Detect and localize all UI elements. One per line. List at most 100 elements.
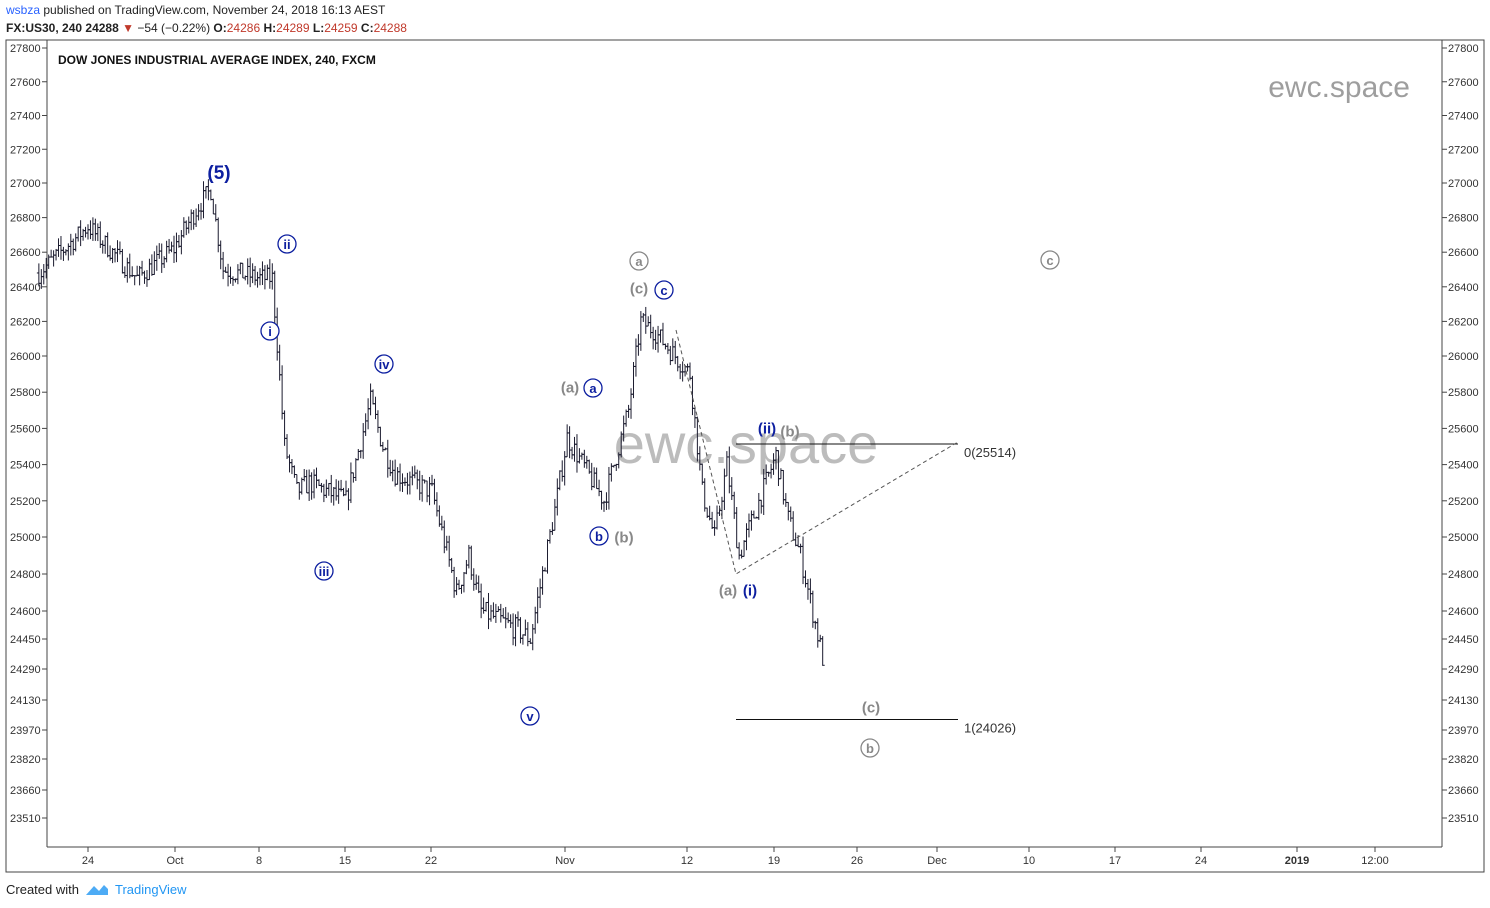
- wave-label: (a): [719, 582, 737, 599]
- ohlc-bar: [174, 232, 179, 263]
- ohlc-bar: [218, 240, 223, 270]
- ohlc-bar: [353, 458, 358, 481]
- ohlc-bar: [201, 181, 206, 219]
- ohlc-bar: [715, 505, 720, 530]
- y-tick-label-right: 24600: [1448, 606, 1479, 618]
- ohlc-bar: [430, 474, 434, 487]
- ohlc-bar: [299, 477, 304, 495]
- ohlc-bar: [798, 543, 803, 554]
- ohlc-bar: [41, 264, 46, 285]
- ohlc-bar: [49, 249, 54, 258]
- svg-text:ii: ii: [283, 237, 290, 252]
- ohlc-bar: [167, 238, 172, 254]
- fib-level-label: 1(24026): [964, 721, 1016, 736]
- ohlc-bar: [646, 316, 651, 327]
- ohlc-bar: [565, 424, 570, 458]
- svg-text:i: i: [268, 324, 272, 339]
- ohlc-bar: [285, 434, 290, 460]
- ohlc-bar: [545, 539, 550, 574]
- y-tick-label-right: 23660: [1448, 785, 1479, 797]
- ohlc-bar: [474, 574, 479, 590]
- ohlc-row: FX:US30, 240 24288 ▼ −54 (−0.22%) O:2428…: [6, 21, 407, 35]
- ohlc-bar: [73, 233, 78, 252]
- ohlc-bar: [653, 329, 658, 351]
- ohlc-bar: [484, 601, 489, 612]
- tradingview-link[interactable]: TradingView: [114, 882, 187, 897]
- ohlc-bar: [707, 505, 712, 521]
- ohlc-bar: [216, 217, 221, 253]
- y-tick-label-right: 24130: [1448, 695, 1479, 707]
- ohlc-bar: [513, 614, 518, 647]
- ohlc-bar: [248, 257, 253, 288]
- ohlc-bar: [464, 559, 469, 575]
- tradingview-logo-icon: [85, 884, 108, 895]
- author-link[interactable]: wsbza: [6, 3, 41, 17]
- ohlc-bar: [164, 240, 169, 263]
- ohlc-bar: [230, 276, 235, 286]
- ohlc-bar: [329, 474, 334, 503]
- wave-label-circled: iii: [314, 561, 334, 581]
- ohlc-bar: [117, 241, 122, 255]
- ohlc-bar: [115, 240, 120, 263]
- ohlc-bar: [331, 487, 336, 506]
- ohlc-bar: [56, 238, 61, 257]
- wave-label: (a): [561, 379, 579, 396]
- y-tick-label-left: 25800: [10, 387, 41, 399]
- ohlc-bar: [159, 243, 164, 273]
- ohlc-bar: [253, 265, 258, 286]
- high-label: H:: [263, 21, 277, 35]
- ohlc-bar: [398, 463, 403, 492]
- ohlc-bar: [688, 362, 692, 381]
- created-with-text: Created with: [6, 882, 79, 897]
- ohlc-bar: [574, 434, 579, 473]
- ohlc-bar: [675, 355, 680, 372]
- ohlc-bar: [788, 506, 793, 522]
- svg-text:c: c: [1046, 253, 1053, 268]
- ohlc-bar: [427, 476, 432, 506]
- ohlc-bar: [434, 492, 439, 517]
- wave-label: (c): [630, 280, 648, 297]
- change-value: −54 (−0.22%): [137, 21, 211, 35]
- wave-label-circled: ii: [277, 234, 297, 254]
- ohlc-bar: [378, 426, 383, 447]
- ohlc-bar: [439, 515, 444, 531]
- ohlc-bar: [658, 329, 663, 343]
- y-tick-label-right: 27200: [1448, 144, 1479, 156]
- ohlc-bar: [260, 261, 265, 285]
- ohlc-bar: [530, 624, 535, 651]
- ohlc-bar: [508, 614, 513, 628]
- fib-retracement[interactable]: 0(25514) 1(24026): [675, 329, 1016, 736]
- watermark-small: ewc.space: [1268, 71, 1410, 104]
- ohlc-bar: [447, 535, 452, 567]
- ohlc-bar: [498, 603, 503, 623]
- ohlc-bar: [442, 520, 447, 554]
- wave-label-circled: a: [583, 378, 603, 398]
- ohlc-bar: [582, 449, 587, 468]
- ohlc-bar: [363, 413, 368, 437]
- x-tick-label: Dec: [927, 855, 947, 867]
- fib-trend-line: [675, 329, 959, 575]
- ohlc-bar: [51, 250, 56, 267]
- ohlc-bar: [633, 338, 638, 377]
- ohlc-bar: [250, 263, 255, 284]
- ohlc-bar: [63, 249, 68, 256]
- ohlc-bar: [656, 325, 661, 353]
- ohlc-bar: [282, 410, 287, 446]
- ohlc-bar: [606, 466, 611, 510]
- ohlc-bar: [228, 266, 233, 284]
- ohlc-bar: [476, 575, 481, 594]
- ohlc-bar: [226, 263, 231, 287]
- y-tick-label-right: 23970: [1448, 725, 1479, 737]
- ohlc-bar: [326, 482, 331, 496]
- y-tick-label-right: 24450: [1448, 634, 1479, 646]
- ohlc-bar: [756, 492, 761, 520]
- ohlc-bar: [557, 470, 562, 491]
- y-tick-label-left: 24800: [10, 569, 41, 581]
- ohlc-bar: [235, 264, 240, 285]
- ohlc-bar: [76, 226, 81, 242]
- svg-text:iii: iii: [319, 564, 330, 579]
- ohlc-bar: [127, 253, 132, 279]
- ohlc-bar: [262, 265, 267, 290]
- y-tick-label-right: 27400: [1448, 111, 1479, 123]
